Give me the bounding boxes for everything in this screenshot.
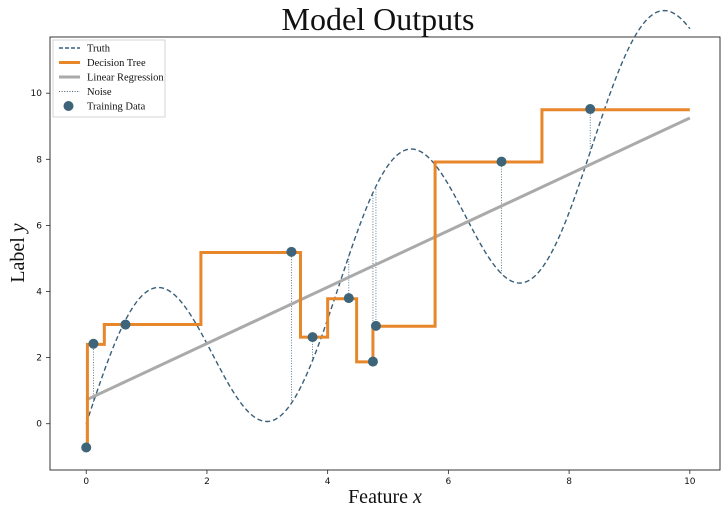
legend-item: Noise: [59, 87, 112, 98]
x-tick-label: 8: [566, 477, 572, 487]
y-axis-label: Label y: [7, 223, 29, 283]
training-data-point: [343, 293, 354, 304]
training-data-point: [286, 246, 297, 257]
x-tick-label: 4: [325, 477, 331, 487]
linear-regression-line: [85, 116, 691, 402]
legend-label: Noise: [87, 87, 112, 98]
x-tick-label: 10: [684, 477, 696, 487]
chart-title: Model Outputs: [282, 1, 475, 37]
y-tick-label: 8: [36, 155, 42, 165]
training-data-point: [307, 332, 318, 343]
training-data-point: [88, 338, 99, 349]
y-tick-label: 6: [36, 221, 42, 231]
legend-item: Truth: [59, 44, 111, 55]
x-axis-label: Feature x: [348, 486, 422, 508]
x-axis-label-text: Feature: [348, 486, 413, 508]
training-data-point: [367, 356, 378, 367]
axis-ticks: 0 2 4 6 8 10 0 2 4 6 8 10: [31, 89, 696, 487]
decision-tree-line: [85, 108, 690, 451]
linear-regression-layer: [85, 116, 691, 402]
legend-swatch-points: [63, 101, 74, 111]
noise-lines: [85, 109, 591, 448]
truth-curve: [85, 9, 691, 424]
training-data-point: [370, 320, 381, 331]
x-tick-label: 2: [204, 477, 210, 487]
legend-label: Decision Tree: [87, 58, 146, 69]
truth-curve-layer: [85, 9, 691, 424]
x-tick-label: 0: [83, 477, 89, 487]
legend-label: Truth: [87, 44, 111, 55]
legend-item: Decision Tree: [59, 58, 146, 69]
training-data-point: [585, 104, 596, 115]
training-data-layer: [81, 104, 596, 453]
legend-label: Training Data: [87, 102, 146, 113]
y-axis-label-text: Label: [7, 232, 29, 283]
y-tick-label: 4: [36, 288, 42, 298]
training-data-point: [81, 442, 92, 453]
x-tick-label: 6: [446, 477, 452, 487]
legend-item: Training Data: [63, 101, 146, 113]
x-axis-label-variable: x: [412, 486, 422, 508]
y-tick-label: 10: [31, 89, 43, 99]
y-axis-label-variable: y: [7, 223, 29, 234]
training-data-point: [496, 156, 507, 167]
plot-frame: [49, 36, 721, 471]
legend-item: Linear Regression: [59, 73, 164, 84]
y-tick-label: 0: [36, 420, 42, 430]
decision-tree-layer: [85, 108, 690, 451]
legend-label: Linear Regression: [87, 73, 164, 84]
y-tick-label: 2: [36, 354, 42, 364]
training-data-point: [120, 319, 131, 330]
legend: Truth Decision Tree Linear Regression Noise…: [52, 39, 166, 118]
